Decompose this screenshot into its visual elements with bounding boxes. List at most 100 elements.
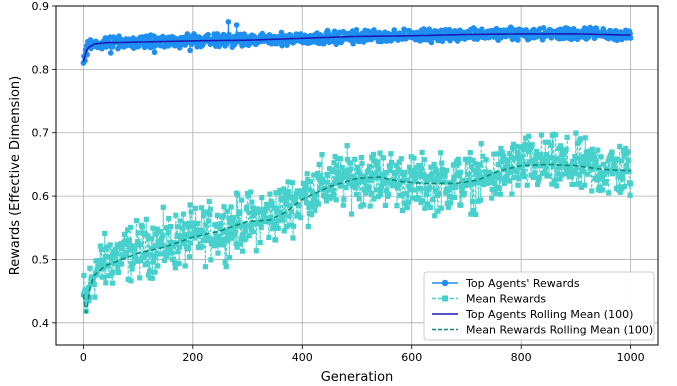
top-agents-rewards-point: [205, 31, 211, 38]
mean-rewards-point: [525, 148, 531, 155]
mean-rewards-point: [91, 281, 97, 288]
mean-rewards-point: [308, 203, 314, 209]
mean-rewards-point: [435, 208, 441, 214]
mean-rewards-point: [557, 143, 564, 149]
mean-rewards-point: [478, 141, 484, 147]
mean-rewards-point: [340, 174, 346, 181]
mean-rewards-point: [115, 265, 121, 271]
mean-rewards-point: [487, 170, 493, 176]
mean-rewards-point: [125, 276, 131, 283]
mean-rewards-point: [169, 250, 175, 256]
mean-rewards-point: [372, 158, 378, 164]
mean-rewards-point: [507, 164, 513, 170]
mean-rewards-point: [564, 134, 570, 140]
mean-rewards-point: [253, 221, 259, 227]
mean-rewards-point: [442, 172, 448, 179]
mean-rewards-point: [456, 173, 462, 179]
mean-rewards-point: [601, 161, 607, 167]
mean-rewards-point: [108, 256, 114, 262]
mean-rewards-point: [223, 264, 229, 270]
mean-rewards-point: [356, 196, 362, 202]
mean-rewards-point: [441, 179, 447, 185]
mean-rewards-point: [214, 212, 221, 218]
mean-rewards-point: [185, 246, 192, 252]
mean-rewards-point: [250, 229, 256, 235]
legend-entry-label: Mean Rewards: [466, 293, 546, 306]
mean-rewards-point: [536, 174, 542, 180]
mean-rewards-point: [271, 205, 277, 211]
mean-rewards-point: [283, 200, 290, 206]
mean-rewards-point: [104, 244, 110, 250]
mean-rewards-point: [623, 146, 629, 152]
mean-rewards-point: [172, 265, 178, 271]
mean-rewards-point: [452, 161, 458, 167]
mean-rewards-point: [472, 160, 478, 167]
mean-rewards-point: [496, 151, 502, 157]
mean-rewards-point: [599, 176, 605, 182]
mean-rewards-point: [466, 177, 472, 183]
mean-rewards-point: [473, 169, 479, 175]
mean-rewards-point: [568, 163, 574, 169]
mean-rewards-point: [274, 205, 280, 212]
mean-rewards-point: [466, 182, 472, 188]
mean-rewards-point: [289, 194, 295, 200]
mean-rewards-point: [453, 183, 459, 189]
mean-rewards-point: [423, 186, 429, 192]
mean-rewards-point: [562, 164, 568, 171]
mean-rewards-point: [264, 205, 270, 211]
top-agents-rewards-point: [540, 25, 547, 31]
mean-rewards-point: [512, 174, 518, 180]
mean-rewards-point: [532, 158, 539, 164]
mean-rewards-point: [620, 176, 626, 182]
mean-rewards-point: [463, 181, 470, 187]
mean-rewards-point: [246, 233, 252, 239]
mean-rewards-point: [371, 196, 377, 202]
mean-rewards-point: [337, 156, 344, 162]
mean-rewards-point: [545, 139, 552, 145]
mean-rewards-point: [336, 169, 342, 175]
mean-rewards-point: [616, 184, 622, 190]
mean-rewards-point: [431, 161, 437, 167]
mean-rewards-point: [347, 174, 353, 180]
mean-rewards-point: [526, 133, 532, 139]
mean-rewards-point: [307, 187, 313, 193]
mean-rewards-point: [146, 268, 153, 275]
mean-rewards-point: [498, 145, 504, 152]
mean-rewards-point: [551, 160, 557, 166]
mean-rewards-point: [160, 233, 166, 239]
mean-rewards-point: [445, 204, 451, 210]
mean-rewards-point: [213, 237, 219, 243]
mean-rewards-point: [521, 146, 527, 152]
mean-rewards-point: [541, 155, 547, 162]
data-layer: [80, 19, 634, 314]
mean-rewards-point: [94, 268, 101, 274]
mean-rewards-point: [171, 243, 177, 250]
mean-rewards-point: [264, 201, 270, 207]
mean-rewards-point: [236, 223, 242, 229]
mean-rewards-point: [596, 164, 602, 170]
mean-rewards-point: [97, 257, 103, 264]
mean-rewards-point: [342, 168, 349, 174]
mean-rewards-point: [137, 242, 143, 248]
mean-rewards-point: [417, 186, 423, 192]
mean-rewards-point: [581, 169, 587, 175]
mean-rewards-point: [331, 180, 338, 186]
mean-rewards-point: [272, 237, 279, 243]
mean-rewards-point: [161, 243, 167, 249]
mean-rewards-point: [483, 157, 489, 163]
mean-rewards-point: [573, 130, 579, 136]
mean-rewards-point: [102, 230, 108, 237]
mean-rewards-point: [368, 177, 374, 183]
mean-rewards-point: [215, 250, 221, 256]
mean-rewards-point: [373, 171, 379, 177]
top-agents-rolling-mean-line: [82, 33, 631, 62]
mean-rewards-point: [301, 187, 308, 193]
mean-rewards-point: [516, 176, 522, 182]
mean-rewards-point: [467, 149, 473, 156]
mean-rewards-point: [469, 199, 476, 205]
mean-rewards-point: [455, 156, 461, 162]
mean-rewards-point: [363, 190, 369, 196]
mean-rewards-point: [496, 185, 502, 192]
mean-rewards-point: [416, 173, 422, 179]
mean-rewards-point: [96, 260, 102, 266]
